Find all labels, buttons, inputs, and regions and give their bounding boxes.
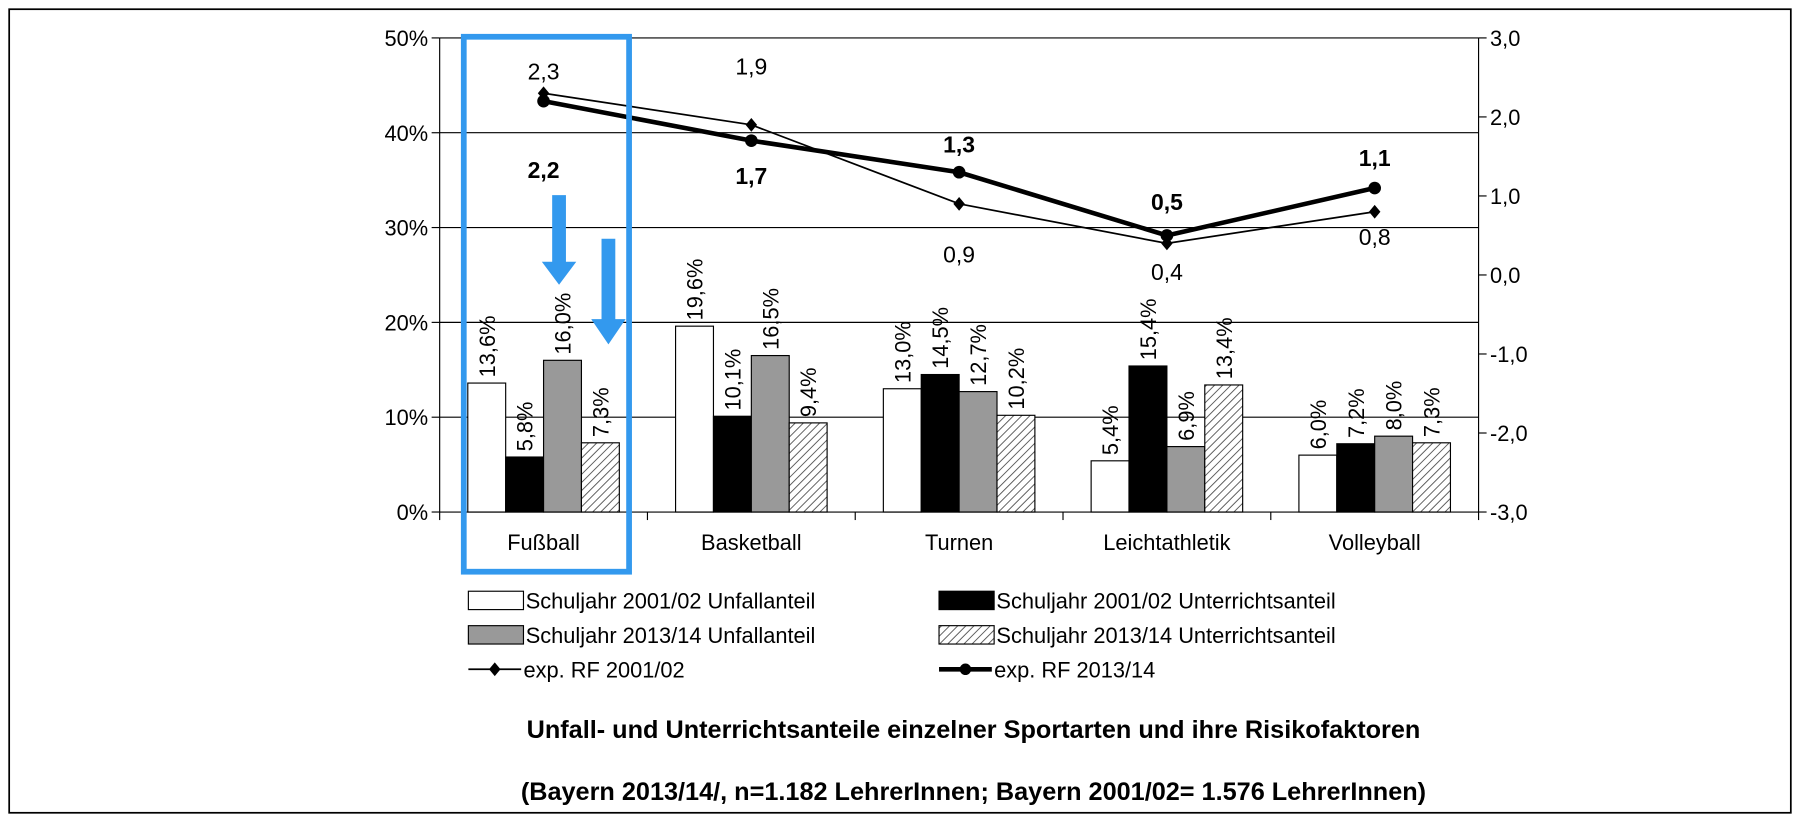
y2-tick-label: 2,0 xyxy=(1490,105,1520,130)
y-tick-label: 30% xyxy=(385,216,429,241)
bar xyxy=(580,442,620,513)
bar xyxy=(920,373,960,513)
bar xyxy=(712,415,752,513)
legend-marker xyxy=(489,662,501,677)
bar-value-label: 5,8% xyxy=(513,402,538,452)
y-tick-label: 0% xyxy=(397,500,429,525)
plot: 0% 10% 20% 30% 40% 50% -3,0 -2,0 -1,0 0,0 1,0 2,0 3,… xyxy=(385,26,1528,682)
bar-value-label: 9,4% xyxy=(796,367,821,417)
x-tick-label: Leichtathletik xyxy=(1103,530,1230,555)
x-tick-label: Basketball xyxy=(701,530,802,555)
bar-value-label: 5,4% xyxy=(1098,405,1123,455)
x-tick-label: Volleyball xyxy=(1329,530,1421,555)
bar-value-label: 19,6% xyxy=(683,259,708,321)
bar-value-label: 15,4% xyxy=(1136,298,1161,360)
bar-value-label: 16,0% xyxy=(551,293,576,355)
bar xyxy=(542,359,583,513)
chart-title: Unfall- und Unterrichtsanteile einzelner… xyxy=(527,716,1421,744)
legend-marker xyxy=(959,663,972,676)
y2-tick-label: -3,0 xyxy=(1490,500,1528,525)
bar xyxy=(1204,384,1244,513)
line-marker xyxy=(1160,229,1174,242)
bar-value-label: 8,0% xyxy=(1382,381,1407,431)
bar xyxy=(467,382,507,513)
legend-label: Schuljahr 2013/14 Unterrichtsanteil xyxy=(996,623,1335,648)
y2-tick-label: 3,0 xyxy=(1490,26,1520,51)
bar-value-label: 10,1% xyxy=(720,349,745,411)
legend-swatch xyxy=(938,625,995,645)
legend-swatch xyxy=(467,590,525,611)
x-tick-label: Fußball xyxy=(507,530,580,555)
y-tick-label: 20% xyxy=(385,310,429,335)
bar xyxy=(958,391,998,513)
line-marker xyxy=(953,196,965,211)
legend-label: Schuljahr 2001/02 Unfallanteil xyxy=(526,588,816,613)
line-value-label: 1,1 xyxy=(1359,145,1391,171)
bar xyxy=(1411,442,1452,513)
legend-label: Schuljahr 2013/14 Unfallanteil xyxy=(526,623,816,648)
bar-value-label: 10,2% xyxy=(1004,348,1029,410)
y2-tick-label: 0,0 xyxy=(1490,263,1520,288)
legend-label: exp. RF 2001/02 xyxy=(523,657,684,682)
bar-value-label: 13,0% xyxy=(890,321,915,383)
bar xyxy=(1336,443,1376,513)
bar-value-label: 7,3% xyxy=(588,387,613,437)
line-marker xyxy=(537,94,550,108)
bar xyxy=(675,325,715,513)
bar-value-label: 7,3% xyxy=(1420,387,1445,437)
y2-tick-label: 1,0 xyxy=(1490,184,1520,209)
bar xyxy=(996,414,1036,513)
legend-label: exp. RF 2013/14 xyxy=(994,657,1155,682)
line-value-label: 1,9 xyxy=(735,53,767,79)
y2-tick-label: -1,0 xyxy=(1490,342,1528,367)
bar-value-label: 6,9% xyxy=(1174,391,1199,441)
bar xyxy=(750,354,790,513)
line-value-label: 0,5 xyxy=(1151,189,1183,215)
bar xyxy=(1298,454,1338,513)
bar xyxy=(1374,435,1414,513)
chart-subtitle: (Bayern 2013/14/, n=1.182 LehrerInnen; B… xyxy=(521,778,1426,806)
bar-value-label: 16,5% xyxy=(758,288,783,350)
bar-value-label: 14,5% xyxy=(928,307,953,369)
line-value-label: 0,9 xyxy=(943,241,975,267)
line-value-label: 1,3 xyxy=(943,132,975,158)
line-value-label: 0,4 xyxy=(1151,259,1183,285)
legend-swatch xyxy=(467,625,525,645)
bar xyxy=(1128,365,1168,513)
y-tick-label: 50% xyxy=(385,26,429,51)
bar xyxy=(788,422,828,513)
bar-value-label: 13,4% xyxy=(1212,317,1237,379)
line-value-label: 2,3 xyxy=(528,58,560,84)
bar-value-label: 7,2% xyxy=(1344,388,1369,438)
line-marker xyxy=(745,134,758,147)
y2-tick-label: -2,0 xyxy=(1490,421,1528,446)
line-value-label: 0,8 xyxy=(1359,224,1391,250)
line-marker xyxy=(952,165,966,179)
legend-label: Schuljahr 2001/02 Unterrichtsanteil xyxy=(996,588,1335,613)
annotation xyxy=(460,33,632,575)
x-tick-label: Turnen xyxy=(925,530,993,555)
bar-value-label: 13,6% xyxy=(475,316,500,378)
y-tick-label: 40% xyxy=(385,121,429,146)
line-marker xyxy=(1368,181,1381,195)
bar xyxy=(1166,446,1206,513)
line-value-label: 2,2 xyxy=(528,157,560,183)
bar xyxy=(505,456,545,513)
line-marker xyxy=(745,117,758,132)
line-value-label: 1,7 xyxy=(735,163,767,189)
y-tick-label: 10% xyxy=(385,405,429,430)
bar xyxy=(882,388,922,513)
legend-swatch xyxy=(938,590,995,611)
line-marker xyxy=(1368,204,1381,219)
frame xyxy=(8,8,1792,814)
bar xyxy=(1090,460,1130,513)
bar-value-label: 12,7% xyxy=(966,324,991,386)
bar-value-label: 6,0% xyxy=(1306,400,1331,450)
